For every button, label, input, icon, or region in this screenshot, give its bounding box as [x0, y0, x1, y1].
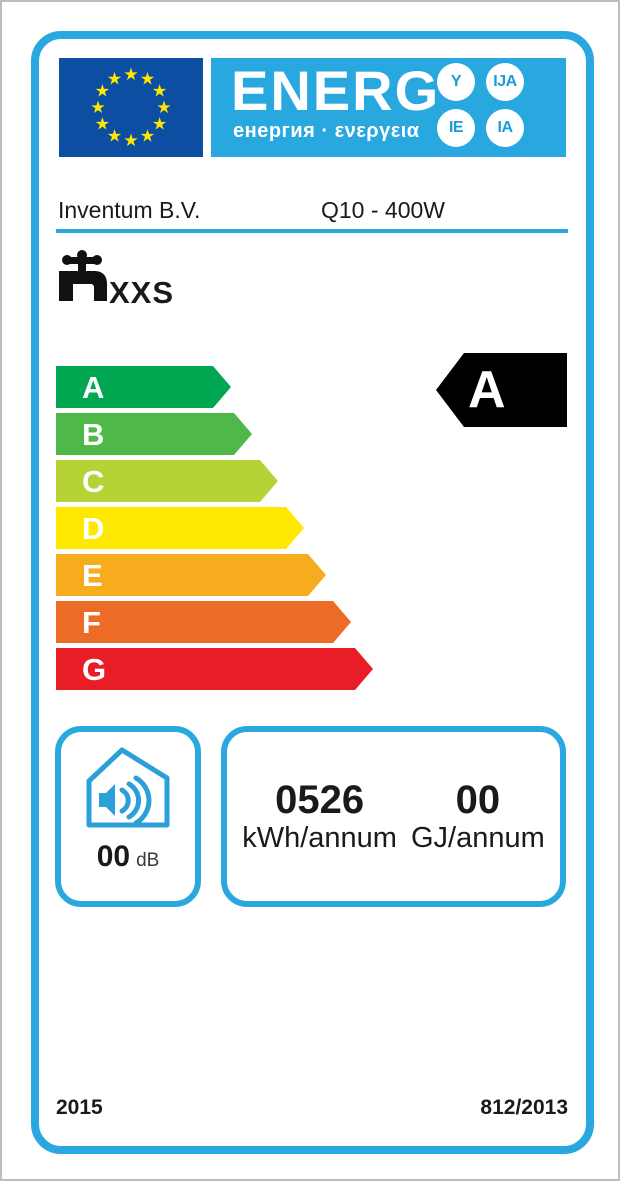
efficiency-letter-F: F	[82, 604, 101, 640]
efficiency-arrow-A: A	[56, 366, 231, 408]
lang-circle-ie: IE	[437, 109, 475, 147]
eu-flag-stars	[91, 67, 171, 147]
fuel-consumption-unit: GJ/annum	[410, 821, 545, 854]
efficiency-arrow-G: G	[56, 648, 373, 690]
house-sound-icon	[86, 747, 170, 828]
electric-consumption-unit: kWh/annum	[242, 821, 397, 854]
lang-circle-ia: IA	[486, 109, 524, 147]
energ-logo-box: ENERG енергия · ενεργεια Y IJA IE IA	[211, 58, 566, 157]
efficiency-arrow-B: B	[56, 413, 252, 455]
efficiency-arrow-C: C	[56, 460, 278, 502]
noise-value-row: 00 dB	[97, 840, 160, 874]
fuel-consumption-value: 00	[455, 777, 501, 822]
lang-circle-y: Y	[437, 63, 475, 101]
current-rating-letter: A	[468, 361, 506, 419]
electric-consumption-value: 0526	[275, 777, 365, 822]
label-year: 2015	[56, 1096, 103, 1119]
tap-icon	[59, 250, 107, 301]
efficiency-arrow-F: F	[56, 601, 351, 643]
noise-unit: dB	[136, 850, 160, 871]
efficiency-letter-A: A	[82, 369, 105, 405]
current-rating-arrow: A	[436, 353, 567, 427]
efficiency-letter-C: C	[82, 463, 105, 499]
electric-consumption: 0526 kWh/annum	[242, 778, 397, 855]
energ-subtitle: енергия · ενεργεια	[233, 120, 420, 142]
efficiency-arrow-E: E	[56, 554, 326, 596]
noise-value: 00	[96, 840, 131, 873]
supplier-name: Inventum B.V.	[58, 197, 201, 223]
efficiency-arrow-D: D	[56, 507, 304, 549]
lang-circle-ija: IJA	[486, 63, 524, 101]
noise-box: 00 dB	[55, 726, 201, 907]
efficiency-letter-E: E	[82, 557, 103, 593]
efficiency-letter-B: B	[82, 416, 105, 452]
fuel-consumption: 00 GJ/annum	[411, 778, 545, 855]
load-profile-label: XXS	[109, 275, 175, 310]
regulation-number: 812/2013	[480, 1096, 568, 1119]
efficiency-letter-D: D	[82, 510, 105, 546]
energ-title: ENERG	[231, 59, 441, 122]
divider-rule	[56, 229, 568, 233]
eu-energy-label: ENERG енергия · ενεργεια Y IJA IE IA Inv…	[31, 31, 594, 1154]
eu-flag	[59, 58, 203, 157]
efficiency-letter-G: G	[82, 651, 107, 687]
model-identifier: Q10 - 400W	[321, 197, 445, 223]
consumption-box: 0526 kWh/annum 00 GJ/annum	[221, 726, 566, 907]
